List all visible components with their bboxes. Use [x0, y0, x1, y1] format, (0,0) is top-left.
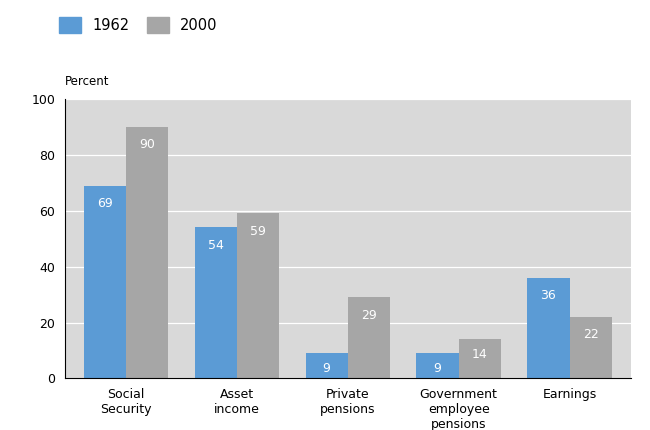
Text: Percent: Percent: [65, 75, 109, 88]
Text: 29: 29: [361, 309, 377, 322]
Text: 22: 22: [582, 328, 599, 341]
Text: 54: 54: [208, 239, 224, 252]
Text: 90: 90: [139, 138, 155, 151]
Text: 69: 69: [97, 197, 113, 210]
Text: 36: 36: [541, 289, 556, 302]
Bar: [237, 214, 279, 378]
Bar: [348, 298, 390, 378]
Bar: [306, 353, 348, 378]
Bar: [417, 353, 459, 378]
Bar: [126, 127, 168, 378]
Bar: [459, 339, 500, 378]
Text: 59: 59: [250, 224, 266, 238]
Bar: [527, 278, 569, 378]
Bar: [195, 227, 237, 378]
Text: 14: 14: [472, 347, 488, 361]
Legend: 1962, 2000: 1962, 2000: [53, 12, 224, 39]
Bar: [84, 186, 126, 378]
Text: 9: 9: [323, 362, 331, 375]
Bar: [569, 317, 612, 378]
Text: 9: 9: [434, 362, 441, 375]
